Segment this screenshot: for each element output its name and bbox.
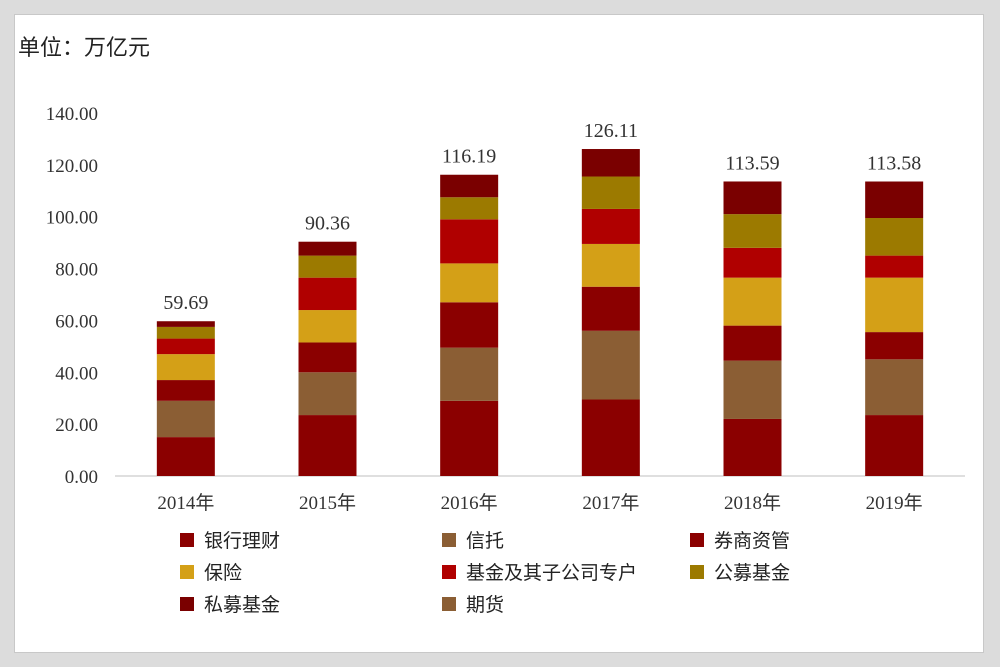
x-tick-label: 2015年	[299, 492, 356, 514]
bar-segment	[723, 247, 782, 278]
bar-segment	[865, 255, 924, 278]
y-tick-label: 40.00	[55, 363, 98, 384]
bar-segment	[298, 255, 357, 278]
y-tick-label: 80.00	[55, 260, 98, 281]
x-tick-label: 2018年	[724, 492, 781, 514]
bar-segment	[581, 243, 640, 287]
legend-label: 公募基金	[714, 562, 791, 584]
y-tick-label: 60.00	[55, 311, 98, 332]
bar-segment	[581, 330, 640, 400]
y-tick-label: 120.00	[46, 156, 98, 177]
bar-segment	[156, 321, 215, 327]
legend-swatch	[442, 564, 456, 579]
bar-segment	[440, 347, 499, 401]
bar-segment	[156, 437, 215, 476]
bar-segment	[581, 149, 640, 177]
legend-item: 券商资管	[690, 526, 790, 553]
bar-segment	[440, 197, 499, 220]
legend-label: 银行理财	[204, 530, 281, 552]
legend-label: 基金及其子公司专户	[466, 562, 638, 584]
bar-segment	[723, 360, 782, 419]
total-label: 59.69	[163, 292, 208, 314]
legend-swatch	[180, 596, 194, 611]
bar-segment	[865, 415, 924, 476]
y-tick-label: 100.00	[46, 208, 98, 229]
bar-segment	[156, 400, 215, 438]
bar-segment	[723, 277, 782, 326]
bar-segment	[723, 418, 782, 476]
total-label: 116.19	[442, 146, 496, 168]
legend-item: 基金及其子公司专户	[442, 558, 637, 585]
legend-label: 信托	[466, 530, 505, 552]
legend-item: 公募基金	[690, 558, 790, 585]
bar-segment	[440, 400, 499, 476]
bar-segment	[581, 286, 640, 331]
total-label: 90.36	[305, 213, 350, 235]
bar-segment	[440, 219, 499, 264]
bar-segment	[298, 310, 357, 343]
y-tick-label: 20.00	[55, 415, 98, 436]
bar-segment	[298, 241, 357, 256]
x-tick-label: 2019年	[866, 492, 923, 514]
legend-swatch	[442, 532, 456, 547]
bar-segment	[440, 174, 499, 198]
bars-group	[156, 149, 924, 476]
bar-segment	[865, 332, 924, 360]
bar-segment	[156, 338, 215, 355]
x-tick-label: 2017年	[582, 492, 639, 514]
bar-segment	[156, 354, 215, 381]
y-tick-label: 140.00	[46, 104, 98, 125]
bar-segment	[156, 380, 215, 401]
y-tick-label: 0.00	[65, 467, 98, 488]
legend-swatch	[180, 564, 194, 579]
legend-item: 期货	[442, 590, 504, 617]
legend-swatch	[690, 532, 704, 547]
bar-segment	[723, 181, 782, 215]
legend-item: 银行理财	[180, 526, 280, 553]
unit-label: 单位：万亿元	[18, 36, 151, 61]
total-label: 113.58	[867, 153, 921, 175]
total-label: 113.59	[725, 152, 779, 174]
bar-segment	[723, 325, 782, 361]
bar-segment	[865, 218, 924, 256]
legend-label: 私募基金	[204, 594, 281, 616]
total-label: 126.11	[584, 120, 638, 142]
legend-label: 期货	[466, 594, 505, 616]
legend-label: 券商资管	[714, 530, 791, 552]
bar-segment	[581, 208, 640, 244]
bar-segment	[865, 277, 924, 333]
x-tick-label: 2014年	[157, 492, 214, 514]
legend-label: 保险	[204, 562, 243, 584]
bar-segment	[581, 399, 640, 476]
bar-segment	[440, 263, 499, 303]
bar-segment	[298, 342, 357, 373]
bar-segment	[298, 277, 357, 311]
bar-segment	[298, 415, 357, 476]
total-labels: 59.69 90.36 116.19 126.11 113.59 113.58	[163, 120, 921, 314]
x-tick-label: 2016年	[441, 492, 498, 514]
bar-segment	[156, 326, 215, 339]
legend-item: 信托	[442, 526, 504, 553]
x-axis: 2014年 2015年 2016年 2017年 2018年 2019年	[157, 492, 922, 514]
legend-swatch	[690, 564, 704, 579]
legend-swatch	[180, 532, 194, 547]
bar-segment	[581, 176, 640, 209]
legend-swatch	[442, 596, 456, 611]
bar-segment	[865, 181, 924, 219]
legend-item: 私募基金	[180, 590, 280, 617]
legend-item: 保险	[180, 558, 242, 585]
bar-segment	[723, 214, 782, 248]
bar-segment	[865, 359, 924, 416]
bar-segment	[440, 302, 499, 348]
y-axis: 0.00 20.00 40.00 60.00 80.00 100.00 120.00 140.…	[46, 104, 98, 488]
bar-segment	[298, 372, 357, 416]
